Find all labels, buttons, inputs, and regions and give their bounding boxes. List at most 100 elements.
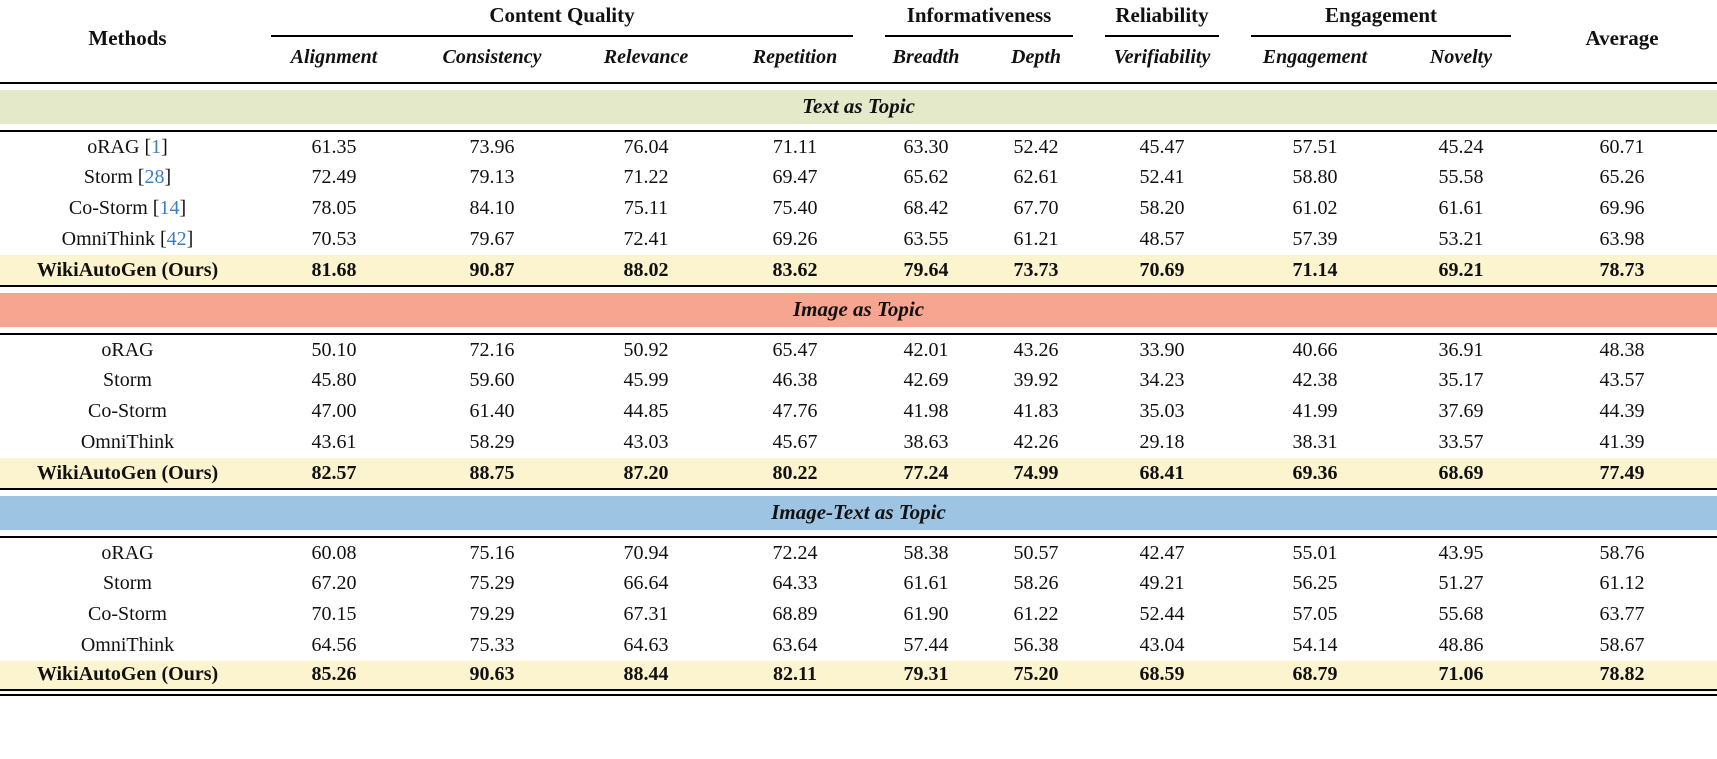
value-cell: 58.20 <box>1089 193 1236 224</box>
value-cell: 52.44 <box>1089 599 1236 630</box>
value-cell: 71.06 <box>1395 661 1528 696</box>
value-cell: 72.24 <box>721 537 870 568</box>
value-cell: 76.04 <box>571 131 721 162</box>
col-header-alignment: Alignment <box>290 46 378 68</box>
value-cell: 46.38 <box>721 365 870 396</box>
value-cell: 51.27 <box>1395 568 1528 599</box>
col-header-relevance: Relevance <box>603 46 689 68</box>
value-cell: 69.26 <box>721 224 870 255</box>
table-row: Storm 28 72.4979.1371.2269.4765.6262.6152.… <box>0 162 1717 193</box>
table-row: oRAG 1 61.3573.9676.0471.1163.3052.4245.47… <box>0 131 1717 162</box>
value-cell: 65.26 <box>1527 162 1717 193</box>
section-title: Image-Text as Topic <box>0 496 1717 530</box>
section-band: Image-Text as Topic <box>0 488 1717 538</box>
group-label-engagement: Engagement <box>1251 2 1512 37</box>
col-header-average: Average <box>1585 25 1659 50</box>
value-cell: 42.47 <box>1089 537 1236 568</box>
value-cell: 73.73 <box>983 255 1090 286</box>
value-cell: 45.80 <box>255 365 413 396</box>
value-cell: 39.92 <box>983 365 1090 396</box>
value-cell: 56.38 <box>983 630 1090 661</box>
value-cell: 75.40 <box>721 193 870 224</box>
value-cell: 55.58 <box>1395 162 1528 193</box>
value-cell: 63.55 <box>869 224 984 255</box>
table-row: Co-Storm 70.15 79.29 67.31 68.89 61.90 61.22 52… <box>0 599 1717 630</box>
section-band-row: Image-Text as Topic <box>0 488 1717 538</box>
value-cell: 83.62 <box>721 255 870 286</box>
value-cell: 42.26 <box>983 427 1090 458</box>
col-header-methods: Methods <box>88 25 167 50</box>
method-cell: Co-Storm 14 <box>0 193 255 224</box>
method-cell: Storm <box>0 568 255 599</box>
method-cell: OmniThink 42 <box>0 224 255 255</box>
value-cell: 61.21 <box>983 224 1090 255</box>
value-cell: 80.22 <box>721 458 870 489</box>
value-cell: 38.63 <box>869 427 984 458</box>
value-cell: 50.10 <box>255 334 413 365</box>
value-cell: 70.15 <box>255 599 413 630</box>
value-cell: 63.30 <box>869 131 984 162</box>
method-label: OmniThink <box>80 634 175 656</box>
value-cell: 45.67 <box>721 427 870 458</box>
value-cell: 41.99 <box>1235 396 1396 427</box>
citation-link[interactable]: 42 <box>166 228 187 250</box>
value-cell: 71.14 <box>1235 255 1396 286</box>
method-cell: Storm <box>0 365 255 396</box>
table-header: Methods Content Quality Informativeness … <box>0 0 1717 83</box>
value-cell: 48.57 <box>1089 224 1236 255</box>
value-cell: 50.92 <box>571 334 721 365</box>
sub-header-row: Alignment Consistency Relevance Repetiti… <box>0 37 1717 83</box>
table-row: Co-Storm 14 78.0584.1075.1175.4068.4267.70… <box>0 193 1717 224</box>
value-cell: 68.69 <box>1395 458 1528 489</box>
method-label: oRAG <box>101 541 154 564</box>
value-cell: 70.53 <box>255 224 413 255</box>
value-cell: 69.21 <box>1395 255 1528 286</box>
value-cell: 50.57 <box>983 537 1090 568</box>
value-cell: 43.61 <box>255 427 413 458</box>
value-cell: 35.03 <box>1089 396 1236 427</box>
value-cell: 75.29 <box>413 568 571 599</box>
value-cell: 55.68 <box>1395 599 1528 630</box>
method-label: oRAG <box>101 338 154 361</box>
value-cell: 70.69 <box>1089 255 1236 286</box>
value-cell: 44.39 <box>1527 396 1717 427</box>
value-cell: 58.67 <box>1527 630 1717 661</box>
col-header-novelty: Novelty <box>1429 46 1493 68</box>
value-cell: 87.20 <box>571 458 721 489</box>
table-body: Text as TopicoRAG161.3573.9676.0471.1163… <box>0 82 1717 696</box>
value-cell: 37.69 <box>1395 396 1528 427</box>
value-cell: 44.85 <box>571 396 721 427</box>
value-cell: 48.86 <box>1395 630 1528 661</box>
value-cell: 41.39 <box>1527 427 1717 458</box>
value-cell: 90.87 <box>413 255 571 286</box>
col-header-breadth: Breadth <box>892 46 960 68</box>
value-cell: 85.26 <box>255 661 413 696</box>
value-cell: 41.83 <box>983 396 1090 427</box>
value-cell: 61.12 <box>1527 568 1717 599</box>
method-label: OmniThink <box>80 431 175 453</box>
value-cell: 68.41 <box>1089 458 1236 489</box>
value-cell: 55.01 <box>1235 537 1396 568</box>
method-cell: Co-Storm <box>0 599 255 630</box>
section-title: Text as Topic <box>0 90 1717 124</box>
value-cell: 35.17 <box>1395 365 1528 396</box>
value-cell: 58.80 <box>1235 162 1396 193</box>
value-cell: 88.02 <box>571 255 721 286</box>
value-cell: 71.11 <box>721 131 870 162</box>
table-row: WikiAutoGen (Ours) 82.57 88.75 87.20 80.22 77… <box>0 458 1717 489</box>
value-cell: 79.13 <box>413 162 571 193</box>
method-cell: oRAG 1 <box>0 131 255 162</box>
citation-link[interactable]: 14 <box>159 197 180 219</box>
value-cell: 69.96 <box>1527 193 1717 224</box>
value-cell: 72.49 <box>255 162 413 193</box>
method-label: oRAG <box>87 135 140 158</box>
value-cell: 75.33 <box>413 630 571 661</box>
value-cell: 61.61 <box>869 568 984 599</box>
citation-link[interactable]: 28 <box>144 166 165 188</box>
value-cell: 45.99 <box>571 365 721 396</box>
value-cell: 77.49 <box>1527 458 1717 489</box>
citation-link[interactable]: 1 <box>151 135 162 158</box>
value-cell: 67.20 <box>255 568 413 599</box>
value-cell: 79.31 <box>869 661 984 696</box>
value-cell: 64.33 <box>721 568 870 599</box>
